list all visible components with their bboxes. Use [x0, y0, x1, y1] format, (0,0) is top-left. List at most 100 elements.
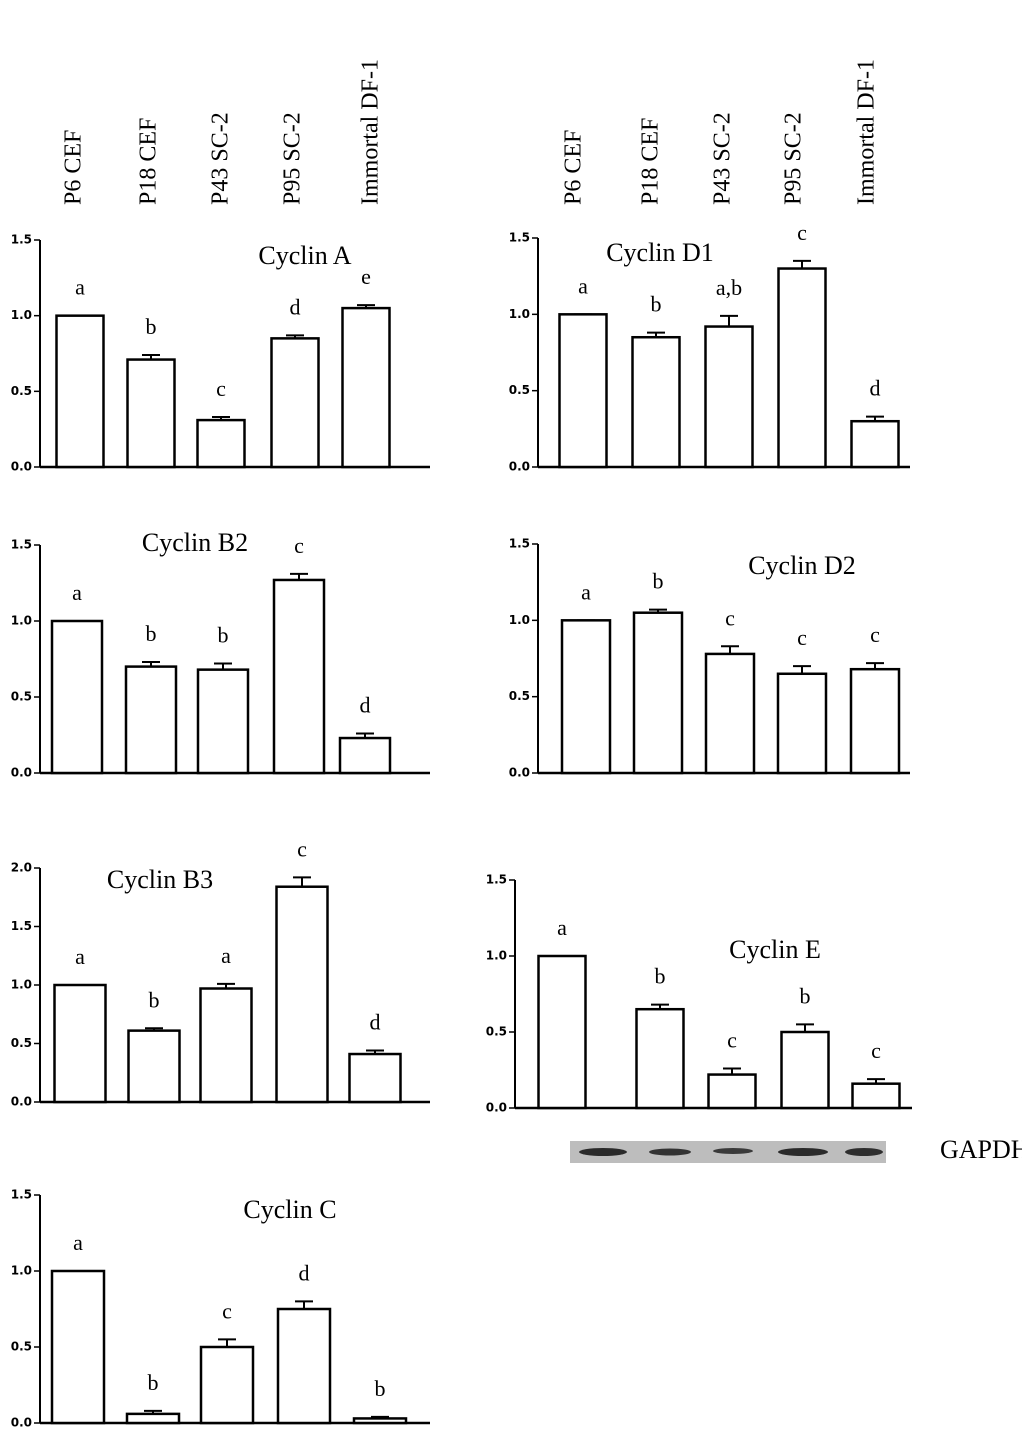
y-tick-label: 0.5: [11, 1340, 32, 1354]
significance-label: b: [149, 987, 160, 1012]
y-tick-label: 0.0: [11, 766, 32, 780]
bar: [129, 1031, 180, 1102]
chart-title: Cyclin E: [729, 935, 821, 964]
significance-label: a: [75, 275, 85, 300]
significance-label: c: [216, 376, 226, 401]
gapdh-blot: [570, 1141, 886, 1163]
y-tick-label: 1.0: [11, 978, 32, 992]
significance-label: b: [655, 964, 666, 989]
significance-label: e: [361, 264, 371, 289]
bar: [198, 420, 245, 467]
bar: [709, 1075, 756, 1108]
chart-title: Cyclin D2: [748, 551, 856, 580]
significance-label: b: [375, 1376, 386, 1401]
bar: [274, 580, 324, 773]
bar: [354, 1418, 406, 1423]
chart-title: Cyclin B3: [107, 865, 213, 894]
bar: [778, 674, 826, 773]
significance-label: b: [651, 292, 662, 317]
bar: [52, 621, 102, 773]
x-tick-label: P6 CEF: [61, 130, 87, 205]
bar: [126, 667, 176, 773]
bar: [278, 1309, 330, 1423]
bar: [852, 421, 899, 467]
bar: [52, 1271, 104, 1423]
significance-label: c: [797, 220, 807, 245]
bar: [350, 1054, 401, 1102]
figure: GAPDH Cyclin A 0.0 0.5 1.0 1.5 a b c d e P6 CEF P18…: [0, 0, 1022, 1433]
bar: [343, 308, 390, 467]
bar: [127, 1414, 179, 1423]
bar: [272, 338, 319, 467]
bar: [706, 327, 753, 467]
chart-title: Cyclin D1: [606, 238, 714, 267]
bar: [779, 269, 826, 467]
y-tick-label: 0.5: [11, 690, 32, 704]
y-tick-label: 1.5: [11, 919, 32, 933]
x-tick-label: Immortal DF-1: [358, 59, 384, 205]
significance-label: c: [222, 1298, 232, 1323]
blot-band: [845, 1148, 883, 1156]
y-tick-label: 1.5: [486, 873, 507, 887]
y-tick-label: 0.0: [486, 1101, 507, 1115]
y-tick-label: 1.5: [11, 1188, 32, 1202]
y-tick-label: 0.5: [509, 689, 530, 703]
significance-label: b: [146, 621, 157, 646]
blot-band: [649, 1149, 691, 1156]
x-tick-label: P18 CEF: [638, 118, 664, 205]
y-tick-label: 0.0: [11, 460, 32, 474]
y-tick-label: 0.0: [509, 460, 530, 474]
blot-band: [579, 1148, 627, 1156]
significance-label: a: [75, 944, 85, 969]
x-tick-label: P18 CEF: [136, 118, 162, 205]
significance-label: c: [297, 836, 307, 861]
bar: [853, 1084, 900, 1108]
significance-label: c: [870, 622, 880, 647]
significance-label: d: [370, 1010, 381, 1035]
chart-title: Cyclin B2: [142, 528, 248, 557]
y-tick-label: 0.5: [11, 384, 32, 398]
y-tick-label: 1.0: [11, 308, 32, 322]
bar: [634, 613, 682, 773]
y-tick-label: 1.0: [509, 307, 530, 321]
y-tick-label: 1.5: [11, 538, 32, 552]
y-tick-label: 1.0: [11, 1264, 32, 1278]
significance-label: a: [72, 580, 82, 605]
significance-label: b: [653, 569, 664, 594]
y-tick-label: 1.0: [11, 614, 32, 628]
y-tick-label: 1.5: [11, 233, 32, 247]
bar: [637, 1009, 684, 1108]
y-tick-label: 1.5: [509, 231, 530, 245]
significance-label: c: [294, 533, 304, 558]
chart-title: Cyclin C: [243, 1195, 336, 1224]
significance-label: b: [218, 623, 229, 648]
y-tick-label: 2.0: [11, 861, 32, 875]
y-tick-label: 1.0: [509, 613, 530, 627]
significance-label: a: [578, 273, 588, 298]
bar: [539, 956, 586, 1108]
y-tick-label: 0.0: [11, 1416, 32, 1430]
bar: [201, 1347, 253, 1423]
bar: [57, 316, 104, 467]
y-tick-label: 0.5: [509, 383, 530, 397]
y-tick-label: 0.5: [11, 1036, 32, 1050]
blot-label: GAPDH: [940, 1135, 1022, 1164]
significance-label: a: [581, 579, 591, 604]
bar: [633, 337, 680, 467]
x-tick-label: P95 SC-2: [280, 112, 306, 205]
significance-label: d: [870, 376, 881, 401]
significance-label: c: [725, 605, 735, 630]
significance-label: a,b: [716, 275, 742, 300]
x-tick-label: P43 SC-2: [208, 112, 234, 205]
bar: [560, 314, 607, 467]
significance-label: c: [727, 1028, 737, 1053]
significance-label: d: [299, 1260, 310, 1285]
bar: [55, 985, 106, 1102]
significance-label: a: [73, 1230, 83, 1255]
chart-title: Cyclin A: [258, 241, 351, 270]
significance-label: b: [800, 983, 811, 1008]
bar: [782, 1032, 829, 1108]
significance-label: c: [871, 1038, 881, 1063]
y-tick-label: 1.0: [486, 949, 507, 963]
bar: [277, 887, 328, 1102]
